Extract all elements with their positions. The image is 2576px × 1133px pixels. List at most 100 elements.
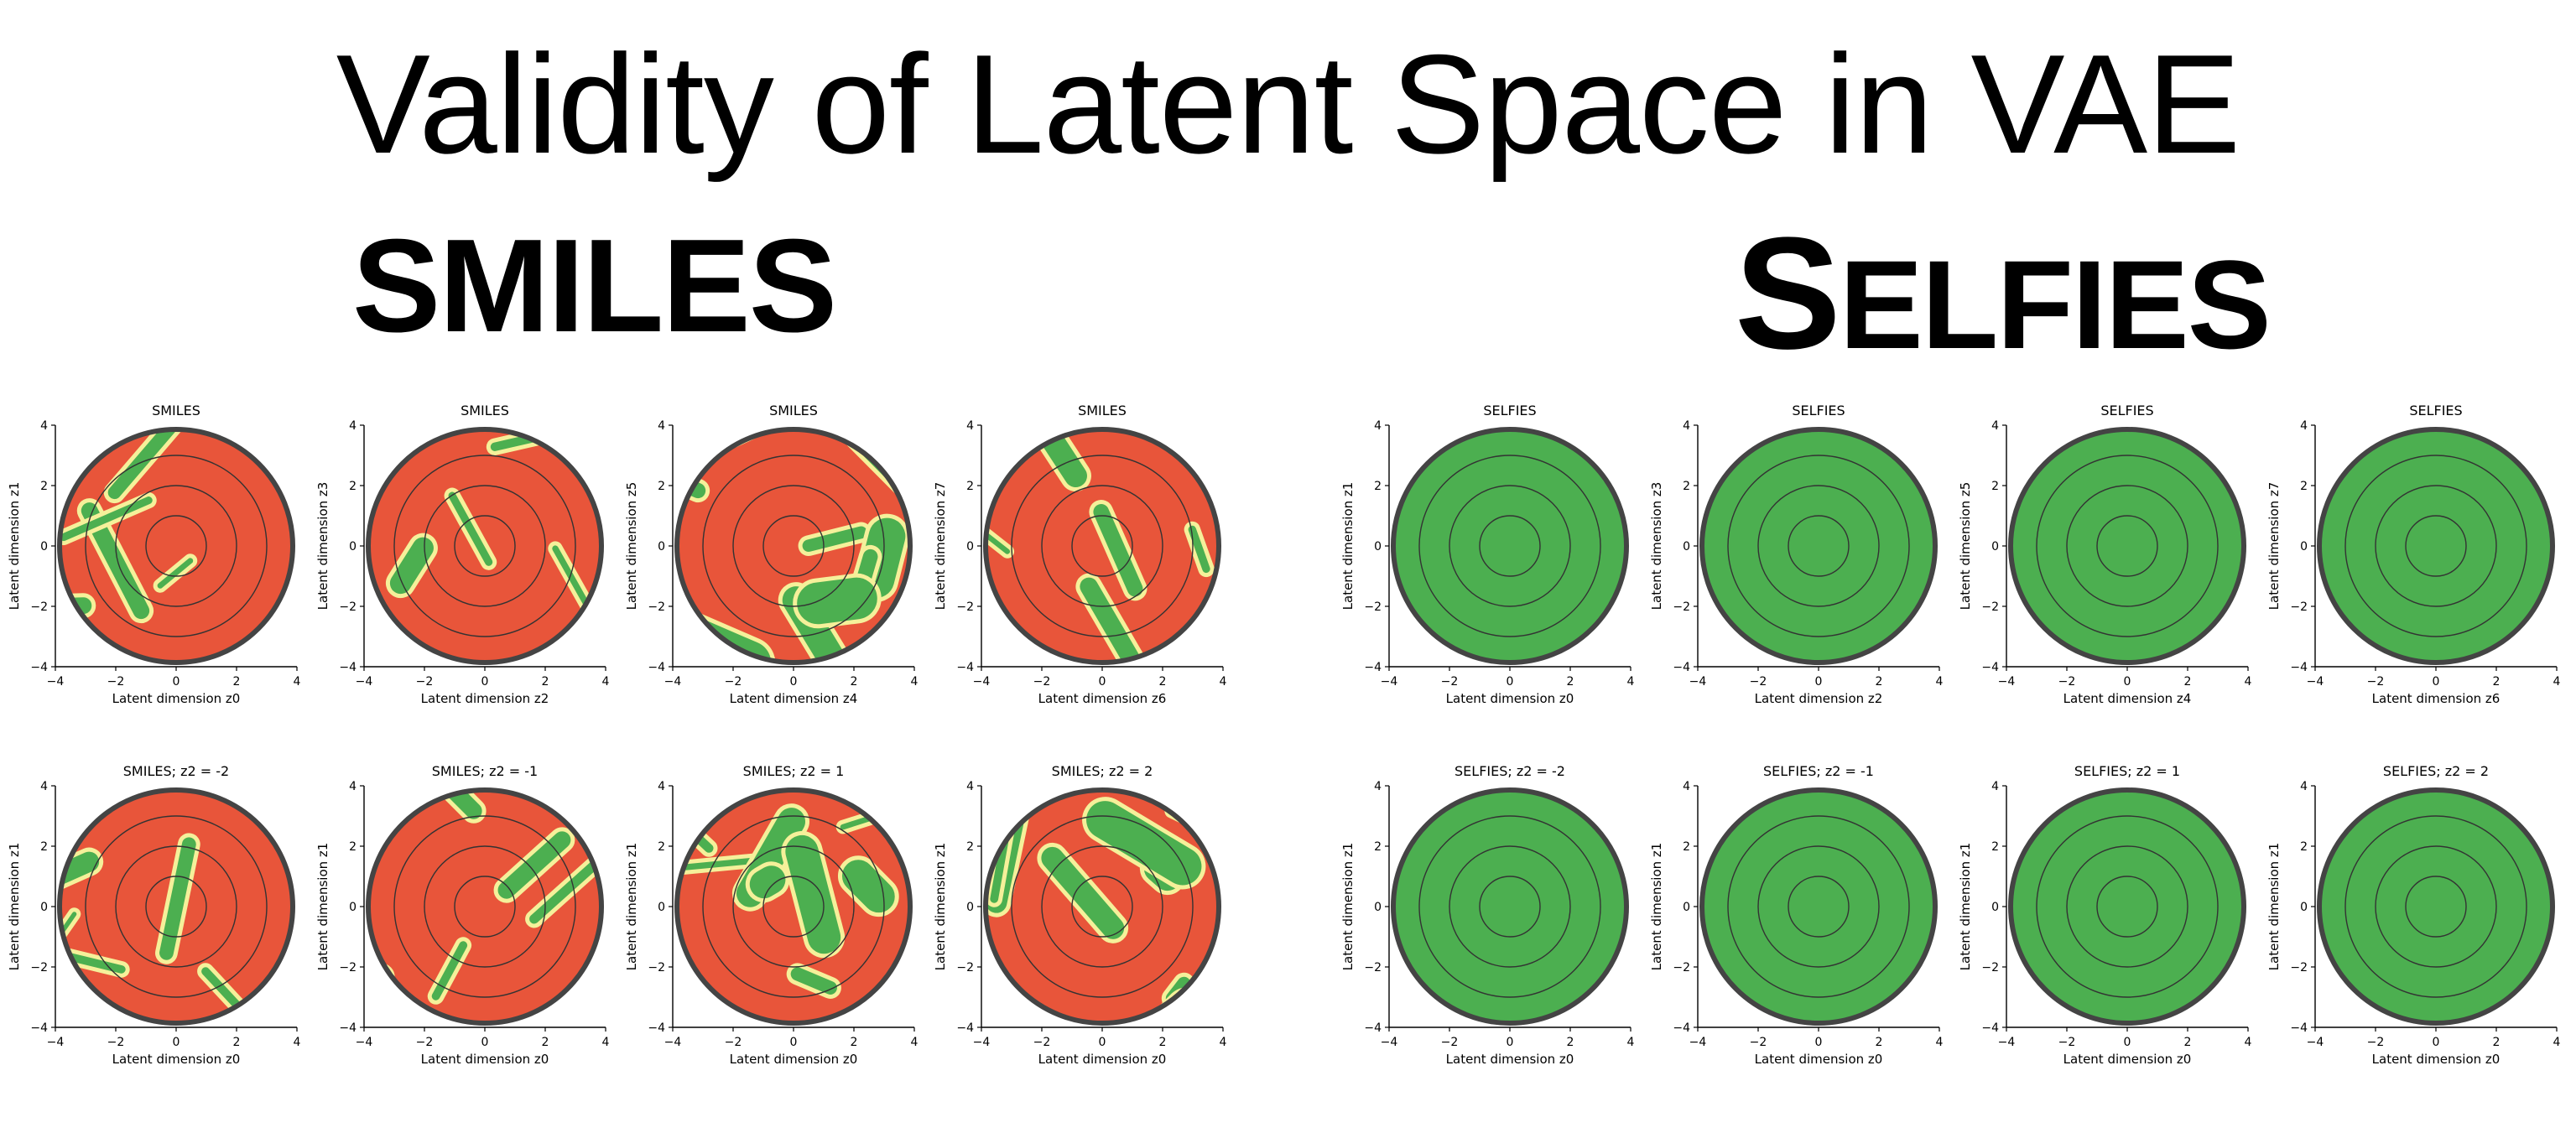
valid-region <box>433 790 487 824</box>
plot-disc <box>986 429 1219 663</box>
x-tick-label: 4 <box>1627 1036 1635 1049</box>
y-tick-label: 4 <box>40 419 48 433</box>
y-axis-label: Latent dimension z7 <box>933 482 948 611</box>
reference-circle <box>454 876 516 938</box>
x-tick-label: −2 <box>2367 1036 2385 1049</box>
x-tick-label: 0 <box>173 675 180 689</box>
y-tick-label: 2 <box>40 480 48 493</box>
disc-rim <box>983 787 1221 1026</box>
y-tick-label: −2 <box>30 961 48 974</box>
y-tick-label: 2 <box>1991 480 1999 493</box>
x-tick-label: 0 <box>1099 675 1106 689</box>
x-tick-label: −4 <box>2307 1036 2324 1049</box>
x-axis-label: Latent dimension z0 <box>2063 1052 2192 1067</box>
y-tick-label: 2 <box>1374 840 1382 854</box>
reference-circle <box>393 455 576 637</box>
x-tick-label: −2 <box>107 675 125 689</box>
y-tick-label: 2 <box>349 480 356 493</box>
plot-panel: −4−4 −2 −2 0 0 2 2 4 4 SMILES; z2 = 1 Latent dimen… <box>624 763 919 1067</box>
y-tick-label: 4 <box>1991 780 1999 793</box>
y-tick-label: 0 <box>658 540 665 554</box>
x-tick-label: 4 <box>2553 1036 2561 1049</box>
disc-rim <box>366 427 604 665</box>
disc-rim <box>983 427 1221 665</box>
reference-circle <box>1418 455 1601 637</box>
y-tick-label: −2 <box>1673 961 1690 974</box>
x-tick-label: 4 <box>294 675 301 689</box>
x-tick-label: 2 <box>1567 675 1574 689</box>
x-axis-label: Latent dimension z2 <box>1755 691 1883 706</box>
plot-disc <box>677 790 910 1023</box>
plot-panel: −4−4 −2 −2 0 0 2 2 4 4 SMILES Latent dimension z4 L… <box>624 403 919 706</box>
y-axis-label: Latent dimension z1 <box>1649 843 1664 971</box>
x-tick-label: 4 <box>2553 675 2561 689</box>
y-tick-label: −2 <box>2290 600 2308 614</box>
y-tick-label: 2 <box>658 840 665 854</box>
disc-rim <box>1391 427 1629 665</box>
reference-circle <box>762 876 825 938</box>
y-tick-label: −2 <box>1981 961 1999 974</box>
x-tick-label: 4 <box>294 1036 301 1049</box>
reference-circle <box>393 815 576 998</box>
y-tick-label: −4 <box>2290 661 2308 674</box>
plot-panel: −4−4 −2 −2 0 0 2 2 4 4 SMILES Latent dimension z2 L… <box>315 403 610 706</box>
x-tick-label: 4 <box>1936 675 1944 689</box>
plot-title: SMILES; z2 = 1 <box>743 763 845 779</box>
y-tick-label: −4 <box>1673 1021 1690 1035</box>
reference-circle <box>2375 845 2497 968</box>
x-tick-label: 0 <box>1099 1036 1106 1049</box>
y-tick-label: 4 <box>658 419 665 433</box>
y-tick-label: 2 <box>1374 480 1382 493</box>
x-tick-label: 4 <box>1220 675 1227 689</box>
reference-circle <box>145 515 207 577</box>
x-axis-label: Latent dimension z0 <box>421 1052 549 1067</box>
disc-rim <box>2008 787 2246 1026</box>
y-axis-label: Latent dimension z7 <box>2266 482 2282 611</box>
selfies-heading-initial: S <box>1735 205 1841 382</box>
x-tick-label: 2 <box>2493 675 2501 689</box>
y-tick-label: 0 <box>349 901 356 914</box>
x-tick-label: −4 <box>1381 675 1398 689</box>
y-tick-label: −4 <box>1981 1021 1999 1035</box>
y-axis-label: Latent dimension z1 <box>624 843 639 971</box>
y-tick-label: −4 <box>648 661 665 674</box>
plot-title: SMILES; z2 = 2 <box>1052 763 1153 779</box>
y-tick-label: −4 <box>339 661 356 674</box>
x-tick-label: −2 <box>2367 675 2385 689</box>
reference-circle <box>1011 815 1194 998</box>
x-tick-label: 0 <box>2124 1036 2131 1049</box>
plot-title: SMILES; z2 = -1 <box>432 763 538 779</box>
x-tick-label: 0 <box>1815 1036 1823 1049</box>
x-tick-label: −4 <box>664 675 682 689</box>
y-axis-label: Latent dimension z1 <box>7 482 22 611</box>
x-tick-label: 4 <box>911 675 919 689</box>
y-tick-label: 0 <box>966 901 974 914</box>
reference-circle <box>85 455 268 637</box>
valid-region <box>1089 500 1147 601</box>
y-tick-label: 0 <box>2300 901 2308 914</box>
y-axis-label: Latent dimension z1 <box>315 843 330 971</box>
plot-title: SMILES; z2 = -2 <box>123 763 229 779</box>
y-tick-label: −2 <box>648 961 665 974</box>
y-tick-label: 0 <box>1991 901 1999 914</box>
plot-title: SMILES <box>152 403 200 418</box>
x-tick-label: 0 <box>1507 675 1514 689</box>
plot-panel: −4−4 −2 −2 0 0 2 2 4 4 SELFIES Latent dimension z6… <box>2266 403 2561 706</box>
x-axis-label: Latent dimension z6 <box>1038 691 1167 706</box>
valid-region <box>786 963 841 999</box>
x-tick-label: −4 <box>2307 675 2324 689</box>
y-tick-label: 0 <box>1683 901 1690 914</box>
reference-circle <box>1011 455 1194 637</box>
y-tick-label: −2 <box>339 961 356 974</box>
disc-rim <box>2317 427 2555 665</box>
x-tick-label: 2 <box>233 675 241 689</box>
y-tick-label: −4 <box>1364 1021 1382 1035</box>
valid-region <box>525 832 601 928</box>
x-tick-label: 0 <box>481 675 489 689</box>
x-tick-label: 0 <box>481 1036 489 1049</box>
y-tick-label: −2 <box>1673 600 1690 614</box>
disc-rim <box>1391 787 1629 1026</box>
x-tick-label: 2 <box>2493 1036 2501 1049</box>
x-tick-label: 0 <box>2124 675 2131 689</box>
valid-region <box>385 533 438 599</box>
